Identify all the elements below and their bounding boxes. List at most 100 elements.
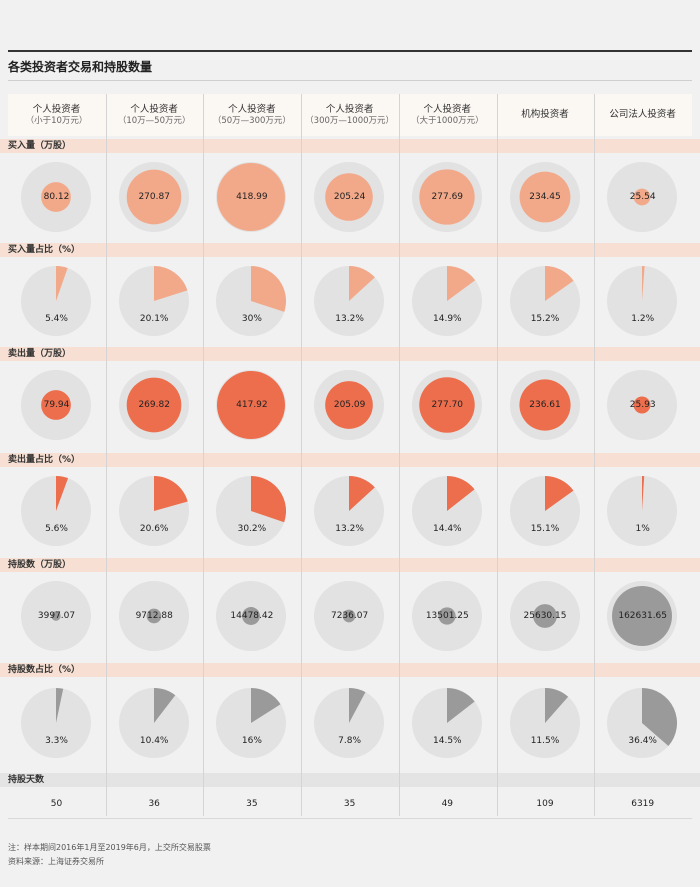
value-label: 162631.65 xyxy=(618,611,668,621)
value-bubble xyxy=(325,381,373,429)
column-header-3: 个人投资者 （50万—300万元） xyxy=(203,94,300,136)
sell-share-cell: 13.2% xyxy=(301,476,398,546)
pie-svg xyxy=(411,688,482,758)
pie-slice xyxy=(153,266,188,301)
holding-days-value: 6319 xyxy=(631,799,655,809)
pie-svg xyxy=(411,266,482,336)
column-header-label: 个人投资者 xyxy=(32,103,81,115)
value-bubble xyxy=(41,182,71,212)
holding-days-value: 49 xyxy=(441,799,454,809)
share-label: 15.1% xyxy=(530,524,560,534)
buy-volume-cell: 270.87 xyxy=(106,162,203,232)
column-header-label: 机构投资者 xyxy=(521,109,569,121)
holdings-cell: 3997.07 xyxy=(8,581,105,651)
value-label: 25630.15 xyxy=(523,611,567,621)
value-label: 205.24 xyxy=(333,192,366,202)
value-bubble xyxy=(532,604,557,628)
bubble-svg xyxy=(21,581,91,651)
value-bubble xyxy=(342,609,356,623)
pie-slice xyxy=(251,688,281,723)
column-header-6: 机构投资者 xyxy=(497,94,594,136)
section-band-holdings-share: 持股数占比（%） xyxy=(0,663,700,677)
sell-share-cell: 15.1% xyxy=(497,476,594,546)
value-bubble xyxy=(126,169,182,225)
value-label: 417.92 xyxy=(236,400,268,410)
value-label: 418.99 xyxy=(236,192,268,202)
sell-volume-cell: 205.09 xyxy=(301,370,398,440)
bubble-svg xyxy=(21,370,91,440)
buy-share-cell: 14.9% xyxy=(399,266,496,336)
column-header-label: 个人投资者 xyxy=(228,103,276,115)
pie-svg xyxy=(509,266,580,336)
value-label: 205.09 xyxy=(333,400,366,410)
share-label: 5.4% xyxy=(45,314,68,324)
bubble-svg xyxy=(314,370,385,440)
pie-svg xyxy=(607,476,678,546)
column-header-sublabel: （10万—50万元） xyxy=(117,115,191,126)
pie-svg xyxy=(21,476,91,546)
column-separator xyxy=(301,94,303,816)
column-header-label: 公司法人投资者 xyxy=(609,109,676,121)
section-band-buy-share: 买入量占比（%） xyxy=(0,243,700,257)
pie-svg xyxy=(216,266,287,336)
value-label: 3997.07 xyxy=(37,611,76,621)
bubble-svg xyxy=(118,370,189,440)
pie-svg xyxy=(118,476,189,546)
holdings-share-cell: 10.4% xyxy=(106,688,203,758)
share-label: 30% xyxy=(241,314,262,324)
buy-volume-cell: 418.99 xyxy=(203,162,300,232)
holdings-cell: 9712.88 xyxy=(106,581,203,651)
bubble-svg xyxy=(118,162,189,232)
sell-share-cell: 1% xyxy=(594,476,691,546)
sell-volume-cell: 236.61 xyxy=(497,370,594,440)
value-bubble xyxy=(51,611,61,621)
holding-days-value: 35 xyxy=(246,799,258,809)
buy-share-cell: 1.2% xyxy=(594,266,691,336)
value-label: 7236.07 xyxy=(330,611,369,621)
column-header-2: 个人投资者 （10万—50万元） xyxy=(106,94,203,136)
column-header-sublabel: （小于10万元） xyxy=(25,115,88,126)
bubble-svg xyxy=(216,581,287,651)
value-bubble xyxy=(519,171,570,223)
buy-share-cell: 5.4% xyxy=(8,266,105,336)
holdings-cell: 7236.07 xyxy=(301,581,398,651)
column-header-5: 个人投资者 （大于1000万元） xyxy=(399,94,496,136)
buy-share-cell: 13.2% xyxy=(301,266,398,336)
pie-slice xyxy=(446,476,475,511)
buy-share-cell: 20.1% xyxy=(106,266,203,336)
pie-slice xyxy=(544,266,574,301)
value-bubble xyxy=(217,163,286,231)
pie-slice xyxy=(56,688,64,723)
pie-slice xyxy=(349,688,366,723)
sell-share-cell: 30.2% xyxy=(203,476,300,546)
share-label: 15.2% xyxy=(530,314,560,324)
column-header-label: 个人投资者 xyxy=(325,103,374,115)
share-label: 30.2% xyxy=(237,524,267,534)
pie-slice xyxy=(446,266,475,301)
bubble-svg xyxy=(607,162,678,232)
column-header-row: 个人投资者 （小于10万元） 个人投资者 （10万—50万元） 个人投资者 （50万—30… xyxy=(8,94,692,136)
value-label: 14478.42 xyxy=(230,611,274,621)
section-band-sell-share: 卖出量占比（%） xyxy=(0,453,700,467)
share-label: 16% xyxy=(241,736,262,746)
pie-svg xyxy=(21,688,91,758)
value-bubble xyxy=(325,173,373,221)
pie-slice xyxy=(349,266,375,301)
column-separator xyxy=(105,94,107,816)
footnote-sample: 注：样本期间2016年1月至2019年6月，上交所交易股票 xyxy=(8,843,211,852)
buy-volume-cell: 205.24 xyxy=(301,162,398,232)
share-label: 5.6% xyxy=(45,524,68,534)
value-label: 9712.88 xyxy=(135,611,173,621)
column-separator xyxy=(594,94,596,816)
pie-slice xyxy=(56,476,69,511)
share-label: 1.2% xyxy=(631,314,655,324)
pie-svg xyxy=(607,266,678,336)
column-header-1: 个人投资者 （小于10万元） xyxy=(8,94,105,136)
pie-slice xyxy=(446,688,475,723)
pie-svg xyxy=(411,476,482,546)
pie-svg xyxy=(314,476,385,546)
pie-slice xyxy=(153,476,188,511)
footnote-source: 资料来源：上海证券交易所 xyxy=(8,857,104,866)
value-bubble xyxy=(126,377,182,433)
pie-slice xyxy=(544,476,573,511)
